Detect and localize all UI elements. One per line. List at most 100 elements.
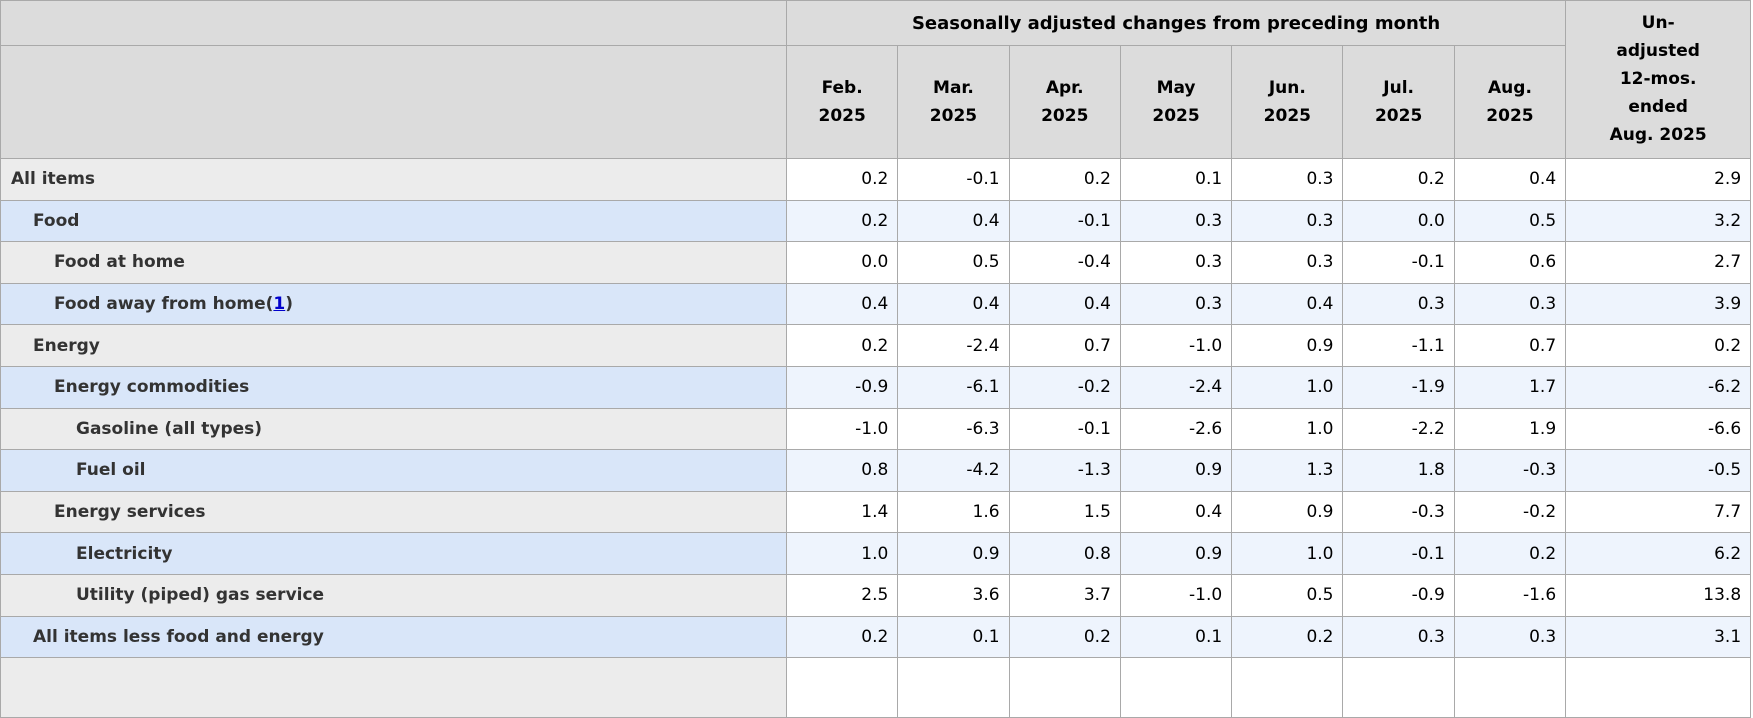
value-cell: -0.1: [1008, 407, 1121, 451]
value-cell: -0.1: [1342, 532, 1455, 575]
value-cell: -0.2: [1453, 490, 1567, 534]
value-cell: -0.1: [897, 158, 1010, 201]
value-cell: 0.1: [1119, 158, 1233, 201]
value-cell: 0.0: [1342, 199, 1455, 243]
month-column-header: Apr. 2025: [1008, 45, 1121, 159]
value-cell: 1.0: [1231, 365, 1344, 409]
value-cell: -1.0: [1119, 324, 1233, 367]
value-cell: 0.2: [1231, 615, 1344, 659]
value-cell: -0.9: [785, 365, 899, 409]
yoy-value-cell: 3.1: [1565, 615, 1752, 659]
value-cell: -2.4: [897, 324, 1010, 367]
value-cell: 0.3: [1342, 615, 1455, 659]
yoy-value-cell: 3.9: [1565, 282, 1752, 326]
value-cell: 1.7: [1453, 365, 1567, 409]
value-cell: 0.3: [1231, 241, 1344, 284]
value-cell: 0.2: [785, 158, 899, 201]
value-cell: 3.7: [1008, 573, 1121, 617]
value-cell: 0.3: [1119, 282, 1233, 326]
row-label: [0, 657, 787, 718]
yoy-value-cell: -6.2: [1565, 365, 1752, 409]
value-cell: -1.0: [785, 407, 899, 451]
value-cell: 1.3: [1231, 449, 1344, 492]
value-cell: 0.9: [1231, 324, 1344, 367]
yoy-value-cell: -0.5: [1565, 449, 1752, 492]
value-cell: -0.3: [1342, 490, 1455, 534]
value-cell: 0.7: [1453, 324, 1567, 367]
value-cell: 0.2: [1008, 615, 1121, 659]
value-cell: 3.6: [897, 573, 1010, 617]
value-cell: 0.5: [1453, 199, 1567, 243]
corner-cell-lower: [0, 45, 787, 159]
row-label: All items: [0, 158, 787, 201]
value-cell: 0.2: [785, 199, 899, 243]
value-cell: 0.4: [1008, 282, 1121, 326]
value-cell: -6.3: [897, 407, 1010, 451]
table-row: All items less food and energy 0.2 0.1 0.2 0…: [0, 615, 1752, 659]
yoy-value-cell: 13.8: [1565, 573, 1752, 617]
value-cell: -0.1: [1342, 241, 1455, 284]
value-cell: 0.5: [1231, 573, 1344, 617]
value-cell: 0.9: [1119, 532, 1233, 575]
row-label: Energy: [0, 324, 787, 367]
value-cell: -0.9: [1342, 573, 1455, 617]
value-cell: -1.6: [1453, 573, 1567, 617]
row-label: Food away from home(1): [0, 282, 787, 326]
table-row: Energy 0.2 -2.4 0.7 -1.0 0.9 -1.1 0.7 0.2: [0, 324, 1752, 367]
group-header: Seasonally adjusted changes from precedi…: [785, 0, 1567, 46]
value-cell: 1.0: [1231, 532, 1344, 575]
value-cell: 0.3: [1453, 615, 1567, 659]
table-row: All items 0.2 -0.1 0.2 0.1 0.3 0.2 0.4 2.9: [0, 158, 1752, 201]
table-row: Energy services 1.4 1.6 1.5 0.4 0.9 -0.3 -0.2 7.…: [0, 490, 1752, 534]
value-cell: -1.3: [1008, 449, 1121, 492]
table-row: Energy commodities -0.9 -6.1 -0.2 -2.4 1.0 -1.…: [0, 365, 1752, 409]
value-cell: 1.5: [1008, 490, 1121, 534]
value-cell: 0.4: [1453, 158, 1567, 201]
value-cell: 0.4: [897, 199, 1010, 243]
value-cell: -1.0: [1119, 573, 1233, 617]
yoy-value-cell: 2.7: [1565, 241, 1752, 284]
value-cell: -0.3: [1453, 449, 1567, 492]
value-cell: -4.2: [897, 449, 1010, 492]
yoy-value-cell: 3.2: [1565, 199, 1752, 243]
table-body: All items 0.2 -0.1 0.2 0.1 0.3 0.2 0.4 2.9 Food 0.…: [0, 158, 1752, 718]
value-cell: 0.2: [785, 615, 899, 659]
value-cell: 0.3: [1119, 199, 1233, 243]
row-label: Utility (piped) gas service: [0, 573, 787, 617]
table-row: Gasoline (all types) -1.0 -6.3 -0.1 -2.6 1.0-…: [0, 407, 1752, 451]
footnote-link[interactable]: 1: [273, 294, 286, 315]
month-column-header: Mar. 2025: [897, 45, 1010, 159]
row-label: Gasoline (all types): [0, 407, 787, 451]
table-row: Utility (piped) gas service 2.5 3.6 3.7 -1.0…: [0, 573, 1752, 617]
yoy-value-cell: 0.2: [1565, 324, 1752, 367]
yoy-value-cell: 2.9: [1565, 158, 1752, 201]
value-cell: 0.2: [1342, 158, 1455, 201]
value-cell: 0.1: [1119, 615, 1233, 659]
row-label: Food: [0, 199, 787, 243]
value-cell: 0.6: [1453, 241, 1567, 284]
value-cell: 0.3: [1119, 241, 1233, 284]
value-cell: 0.4: [1231, 282, 1344, 326]
table-header: Seasonally adjusted changes from precedi…: [0, 0, 1752, 159]
month-column-header: Feb. 2025: [785, 45, 899, 159]
row-label: Energy commodities: [0, 365, 787, 409]
value-cell: 1.0: [785, 532, 899, 575]
value-cell: 0.9: [897, 532, 1010, 575]
value-cell: 0.0: [785, 241, 899, 284]
table-row: Food at home 0.0 0.5 -0.4 0.3 0.3 -0.1 0.6 2.7: [0, 241, 1752, 284]
value-cell: 0.1: [897, 615, 1010, 659]
value-cell: 0.2: [785, 324, 899, 367]
yoy-value-cell: 6.2: [1565, 532, 1752, 575]
value-cell: -2.2: [1342, 407, 1455, 451]
table-row: Food away from home(1) 0.4 0.4 0.4 0.3 0.4 0.3…: [0, 282, 1752, 326]
value-cell: 0.4: [1119, 490, 1233, 534]
value-cell: 1.0: [1231, 407, 1344, 451]
month-column-header: Jul. 2025: [1342, 45, 1455, 159]
partial-next-row: [0, 657, 1752, 718]
month-column-header: Aug. 2025: [1453, 45, 1567, 159]
month-column-header: Jun. 2025: [1231, 45, 1344, 159]
value-cell: 2.5: [785, 573, 899, 617]
value-cell: -0.4: [1008, 241, 1121, 284]
month-header-row: Feb. 2025 Mar. 2025 Apr. 2025 May 2025 Jun. …: [0, 45, 1751, 159]
